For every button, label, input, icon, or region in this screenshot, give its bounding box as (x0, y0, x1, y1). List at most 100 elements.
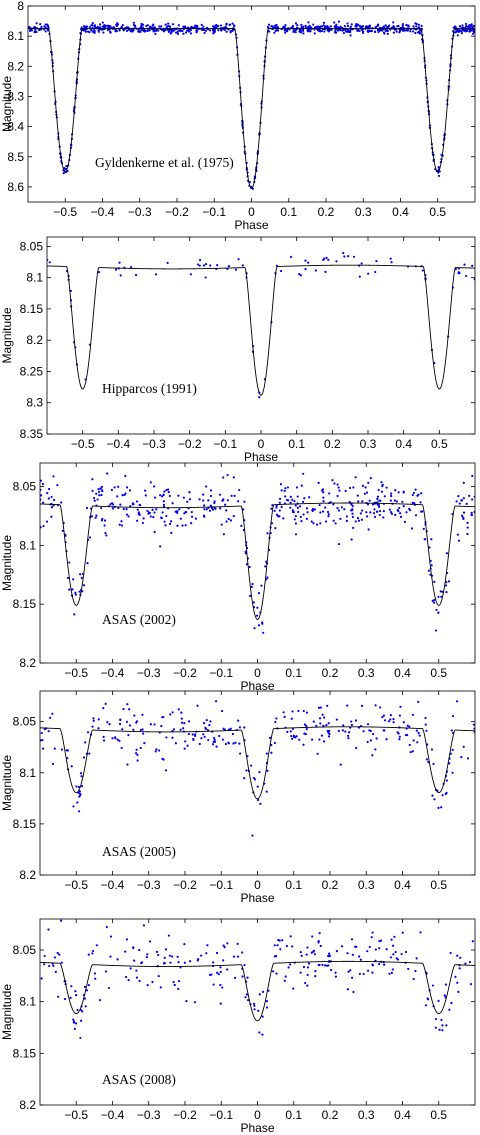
data-point (299, 515, 302, 519)
data-point (66, 576, 70, 580)
data-point (219, 507, 222, 510)
data-point (456, 533, 459, 536)
data-point (327, 513, 330, 516)
data-point (441, 794, 444, 797)
data-point (445, 791, 448, 795)
data-point (163, 956, 166, 959)
data-point (214, 24, 217, 27)
data-point (417, 23, 421, 26)
data-point (265, 1000, 269, 1003)
data-point (342, 724, 345, 727)
data-point (229, 727, 232, 730)
data-point (380, 490, 384, 493)
data-point (93, 25, 97, 28)
data-point (125, 26, 128, 29)
data-point (248, 594, 252, 597)
data-point (343, 255, 346, 258)
data-point (264, 565, 267, 568)
data-point (322, 21, 326, 24)
data-point (109, 955, 112, 958)
data-point (410, 527, 414, 530)
data-point (458, 967, 461, 970)
data-point (360, 26, 363, 29)
data-point (90, 29, 93, 32)
data-point (340, 945, 344, 948)
data-point (48, 487, 51, 491)
data-point (217, 973, 220, 976)
x-tick-label: −0.5 (71, 437, 95, 451)
x-tick-label: −0.1 (209, 878, 233, 892)
data-point (91, 952, 94, 955)
data-point (233, 24, 236, 27)
data-point (398, 738, 401, 741)
data-point (69, 996, 72, 1000)
data-point (149, 515, 152, 518)
data-point (40, 479, 42, 482)
data-point (415, 22, 418, 26)
data-point (238, 742, 241, 745)
data-point (278, 501, 281, 504)
x-tick-label: 0.1 (285, 1108, 302, 1122)
data-point (174, 742, 177, 745)
data-point (462, 497, 465, 500)
data-point (155, 508, 158, 511)
data-point (98, 494, 101, 497)
data-point (334, 522, 337, 525)
data-point (261, 1033, 264, 1036)
data-point (469, 28, 472, 32)
data-point (109, 25, 112, 28)
data-point (312, 949, 316, 953)
data-point (190, 522, 193, 525)
data-point (402, 505, 405, 508)
data-point (172, 980, 175, 984)
data-point (351, 512, 354, 515)
x-tick-label: −0.1 (209, 1108, 233, 1122)
data-point (314, 269, 317, 272)
data-point (223, 28, 226, 32)
light-curve-panel-3: −0.5 −0.4 −0.3 −0.2 −0.1 0 0.1 0.2 0.3 0.4 0.5 8.05… (0, 462, 476, 693)
data-point (154, 750, 157, 753)
data-point (128, 489, 132, 492)
data-point (332, 519, 335, 522)
data-point (392, 953, 395, 956)
y-axis-label: Magnitude (0, 755, 14, 811)
data-point (42, 524, 45, 528)
data-point (367, 30, 370, 33)
data-point (186, 500, 189, 503)
data-point (289, 501, 292, 504)
data-point (194, 517, 198, 520)
data-point (301, 29, 305, 32)
data-point (262, 631, 265, 634)
data-point (314, 970, 317, 973)
data-point (72, 578, 75, 581)
data-point (313, 32, 316, 35)
data-point (85, 25, 88, 28)
data-point (321, 489, 324, 492)
data-point (85, 506, 89, 510)
data-point (401, 931, 404, 934)
data-point (319, 722, 322, 725)
data-point (460, 756, 463, 759)
data-point (146, 29, 149, 33)
data-point (459, 956, 462, 959)
data-point (153, 511, 156, 514)
data-point (440, 806, 443, 809)
data-point (428, 546, 431, 549)
data-point (202, 28, 206, 32)
data-point (177, 979, 181, 983)
data-point (188, 960, 192, 963)
data-point (92, 496, 96, 500)
data-point (448, 762, 451, 765)
data-point (464, 962, 467, 965)
data-point (336, 494, 339, 498)
data-point (289, 506, 292, 509)
data-point (415, 729, 418, 732)
data-point (232, 955, 236, 958)
data-point (275, 23, 278, 27)
data-point (359, 512, 362, 515)
data-point (284, 495, 287, 498)
y-tick-label: 8.1 (19, 995, 36, 1009)
data-point (412, 977, 415, 981)
light-curve-panel-5: −0.5 −0.4 −0.3 −0.2 −0.1 0 0.1 0.2 0.3 0.4 0.5 8.05… (0, 918, 476, 1135)
data-point (92, 719, 95, 722)
